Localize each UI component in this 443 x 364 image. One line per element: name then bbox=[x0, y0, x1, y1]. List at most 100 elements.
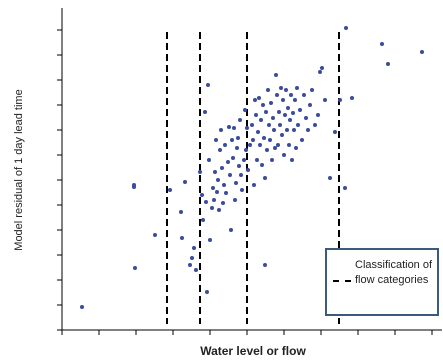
point bbox=[213, 170, 217, 174]
point bbox=[344, 26, 348, 30]
legend-label: Classification of flow categories bbox=[355, 259, 433, 286]
point bbox=[226, 160, 230, 164]
point bbox=[328, 176, 332, 180]
point bbox=[194, 268, 198, 272]
point bbox=[192, 246, 196, 250]
point bbox=[262, 136, 266, 140]
point bbox=[296, 123, 300, 127]
point bbox=[207, 158, 211, 162]
point bbox=[270, 158, 274, 162]
point bbox=[235, 146, 239, 150]
point bbox=[217, 208, 221, 212]
point bbox=[232, 126, 236, 130]
point bbox=[274, 73, 278, 77]
point bbox=[279, 86, 283, 90]
point bbox=[302, 93, 306, 97]
point bbox=[244, 148, 248, 152]
point bbox=[289, 93, 293, 97]
point bbox=[132, 185, 136, 189]
point bbox=[281, 98, 285, 102]
point bbox=[188, 263, 192, 267]
point bbox=[222, 183, 226, 187]
point bbox=[246, 168, 250, 172]
point bbox=[201, 218, 205, 222]
point bbox=[229, 228, 233, 232]
point bbox=[386, 62, 390, 66]
point bbox=[318, 70, 322, 74]
point bbox=[271, 116, 275, 120]
point bbox=[266, 88, 270, 92]
point bbox=[205, 290, 209, 294]
point bbox=[245, 126, 249, 130]
point bbox=[230, 138, 234, 142]
point bbox=[80, 305, 84, 309]
point bbox=[283, 113, 287, 117]
x-axis-label: Water level or flow bbox=[200, 344, 306, 358]
point bbox=[228, 173, 232, 177]
point bbox=[277, 110, 281, 114]
point bbox=[304, 116, 308, 120]
point bbox=[291, 111, 295, 115]
point bbox=[308, 103, 312, 107]
point bbox=[323, 98, 327, 102]
point bbox=[153, 233, 157, 237]
y-axis-label: Model residual of 1 day lead time bbox=[13, 89, 25, 250]
point bbox=[200, 193, 204, 197]
point bbox=[224, 191, 228, 195]
point bbox=[253, 98, 257, 102]
point bbox=[263, 176, 267, 180]
point bbox=[256, 130, 260, 134]
point bbox=[210, 206, 214, 210]
point bbox=[420, 50, 424, 54]
point bbox=[206, 83, 210, 87]
point bbox=[255, 158, 259, 162]
point bbox=[223, 143, 227, 147]
point bbox=[243, 108, 247, 112]
point bbox=[264, 110, 268, 114]
point bbox=[282, 153, 286, 157]
point bbox=[259, 118, 263, 122]
point bbox=[269, 101, 273, 105]
point bbox=[294, 146, 298, 150]
point bbox=[261, 103, 265, 107]
point bbox=[295, 86, 299, 90]
point bbox=[313, 123, 317, 127]
legend-sample bbox=[333, 280, 351, 282]
point bbox=[350, 96, 354, 100]
point bbox=[273, 146, 277, 150]
point bbox=[380, 42, 384, 46]
point bbox=[310, 88, 314, 92]
point bbox=[203, 110, 207, 114]
point bbox=[260, 163, 264, 167]
point bbox=[284, 88, 288, 92]
point bbox=[254, 113, 258, 117]
point bbox=[218, 148, 222, 152]
point bbox=[242, 158, 246, 162]
point bbox=[250, 123, 254, 127]
point bbox=[168, 188, 172, 192]
point bbox=[183, 180, 187, 184]
point bbox=[263, 263, 267, 267]
point bbox=[275, 93, 279, 97]
point bbox=[265, 148, 269, 152]
point bbox=[276, 143, 280, 147]
point bbox=[240, 188, 244, 192]
point bbox=[231, 156, 235, 160]
point bbox=[238, 118, 242, 122]
point bbox=[272, 128, 276, 132]
point bbox=[216, 178, 220, 182]
point bbox=[280, 133, 284, 137]
point bbox=[198, 170, 202, 174]
point bbox=[287, 143, 291, 147]
point bbox=[338, 98, 342, 102]
point bbox=[180, 236, 184, 240]
point bbox=[179, 210, 183, 214]
point bbox=[298, 108, 302, 112]
point bbox=[320, 66, 324, 70]
point bbox=[190, 256, 194, 260]
point bbox=[221, 201, 225, 205]
point bbox=[285, 128, 289, 132]
point bbox=[215, 190, 219, 194]
point bbox=[248, 143, 252, 147]
